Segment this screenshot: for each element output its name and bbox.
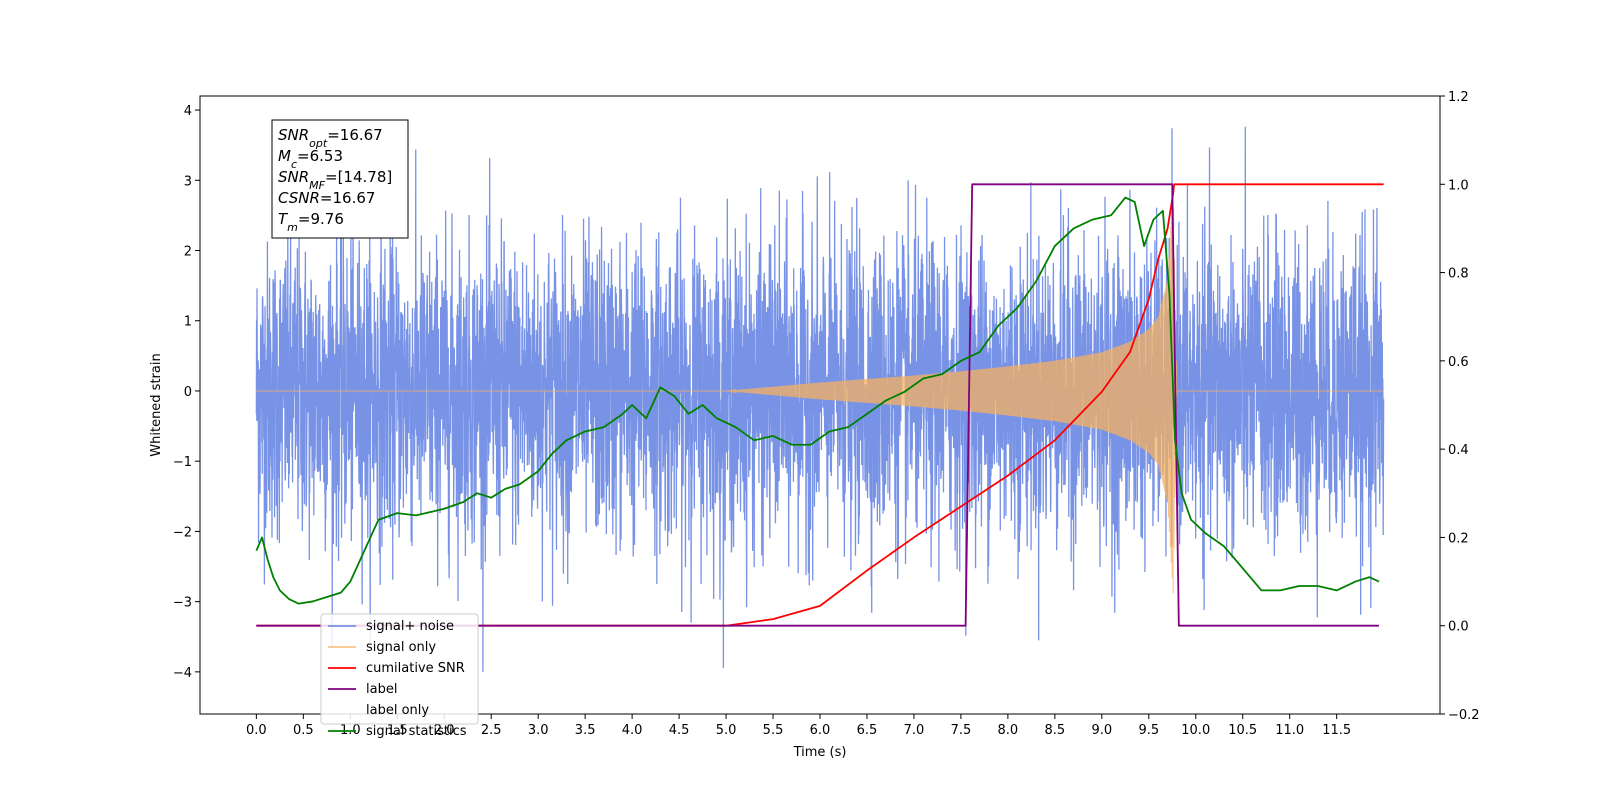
annotation-line: SNRopt=16.67	[278, 126, 383, 150]
y-axis-ticks: −4 −3 −2 −1 0 1 2 3 4	[173, 104, 200, 681]
legend-label: label	[366, 682, 397, 697]
y2-tick-label: 0.2	[1448, 531, 1469, 546]
stats-annotation-box: SNRopt=16.67Mc=6.53SNRMF=[14.78]CSNR=16.…	[271, 119, 409, 239]
plot-area	[255, 126, 1385, 672]
y2-tick-label: 0.6	[1448, 355, 1469, 370]
y2-tick-label: 1.0	[1448, 178, 1469, 193]
y2-axis-ticks: −0.2 0.0 0.2 0.4 0.6 0.8 1.0 1.2	[1440, 90, 1480, 723]
x-tick-label: 1.5	[387, 723, 408, 738]
annotation-line: Mc=6.53	[278, 147, 343, 171]
signal-only-series	[256, 196, 1384, 594]
x-tick-label: 9.0	[1091, 723, 1112, 738]
annotation-line: CSNR=16.67	[278, 189, 375, 207]
signal-noise-line	[255, 126, 1385, 672]
x-axis-label: Time (s)	[793, 745, 847, 760]
signal-noise-series	[255, 126, 1385, 672]
legend-frame	[320, 613, 479, 725]
x-tick-label: 6.5	[857, 723, 878, 738]
x-tick-label: 8.5	[1045, 723, 1066, 738]
legend-label: cumilative SNR	[366, 661, 465, 676]
annotation-frame	[271, 119, 409, 239]
y-tick-label: 0	[184, 385, 192, 400]
signal-statistics-line	[255, 196, 1380, 605]
annotation-line: Tm=9.76	[278, 210, 344, 234]
y2-tick-label: 0.0	[1448, 620, 1469, 635]
legend-label: label only	[366, 703, 429, 718]
x-tick-label: 0.0	[246, 723, 267, 738]
x-axis-ticks: 0.0 0.5 1.0 1.5 2.0 2.5 3.0 3.5 4.0 4.5 5.0 5.5 6.0 6…	[246, 714, 1351, 738]
y-tick-label: 3	[184, 174, 192, 189]
x-tick-label: 4.0	[622, 723, 643, 738]
x-tick-label: 5.0	[716, 723, 737, 738]
annotation-line: SNRMF=[14.78]	[278, 168, 392, 192]
y-tick-label: 4	[184, 104, 192, 119]
y2-tick-label: 0.4	[1448, 443, 1469, 458]
y-tick-label: −3	[173, 596, 192, 611]
x-tick-label: 0.5	[293, 723, 314, 738]
legend: signal+ noise signal only cumilative SNR la…	[320, 613, 479, 739]
x-tick-label: 11.5	[1322, 723, 1351, 738]
y-tick-label: 1	[184, 315, 192, 330]
x-tick-label: 11.0	[1275, 723, 1304, 738]
y2-tick-label: 0.8	[1448, 267, 1469, 282]
x-tick-label: 5.5	[763, 723, 784, 738]
x-tick-label: 8.0	[998, 723, 1019, 738]
y-tick-label: 2	[184, 245, 192, 260]
y-tick-label: −2	[173, 525, 192, 540]
y2-tick-label: 1.2	[1448, 90, 1469, 105]
y2-tick-label: −0.2	[1448, 708, 1480, 723]
cumulative-snr-line	[256, 183, 1384, 627]
x-tick-label: 10.0	[1181, 723, 1210, 738]
x-tick-label: 7.0	[904, 723, 925, 738]
y-tick-label: −1	[173, 455, 192, 470]
legend-label: signal statistics	[366, 724, 467, 739]
x-tick-label: 9.5	[1138, 723, 1159, 738]
legend-label: signal+ noise	[366, 619, 454, 634]
signal-only-line	[256, 196, 1384, 594]
label-line	[256, 183, 1379, 627]
right-axis-series	[255, 183, 1384, 627]
x-tick-label: 4.5	[669, 723, 690, 738]
x-tick-label: 2.0	[434, 723, 455, 738]
x-tick-label: 6.0	[810, 723, 831, 738]
x-tick-label: 3.5	[575, 723, 596, 738]
x-tick-label: 2.5	[481, 723, 502, 738]
x-tick-label: 7.5	[951, 723, 972, 738]
y-axis-label: Whitened strain	[149, 353, 164, 456]
legend-label: signal only	[366, 640, 436, 655]
x-tick-label: 10.5	[1228, 723, 1257, 738]
y-tick-label: −4	[173, 666, 192, 681]
x-tick-label: 3.0	[528, 723, 549, 738]
